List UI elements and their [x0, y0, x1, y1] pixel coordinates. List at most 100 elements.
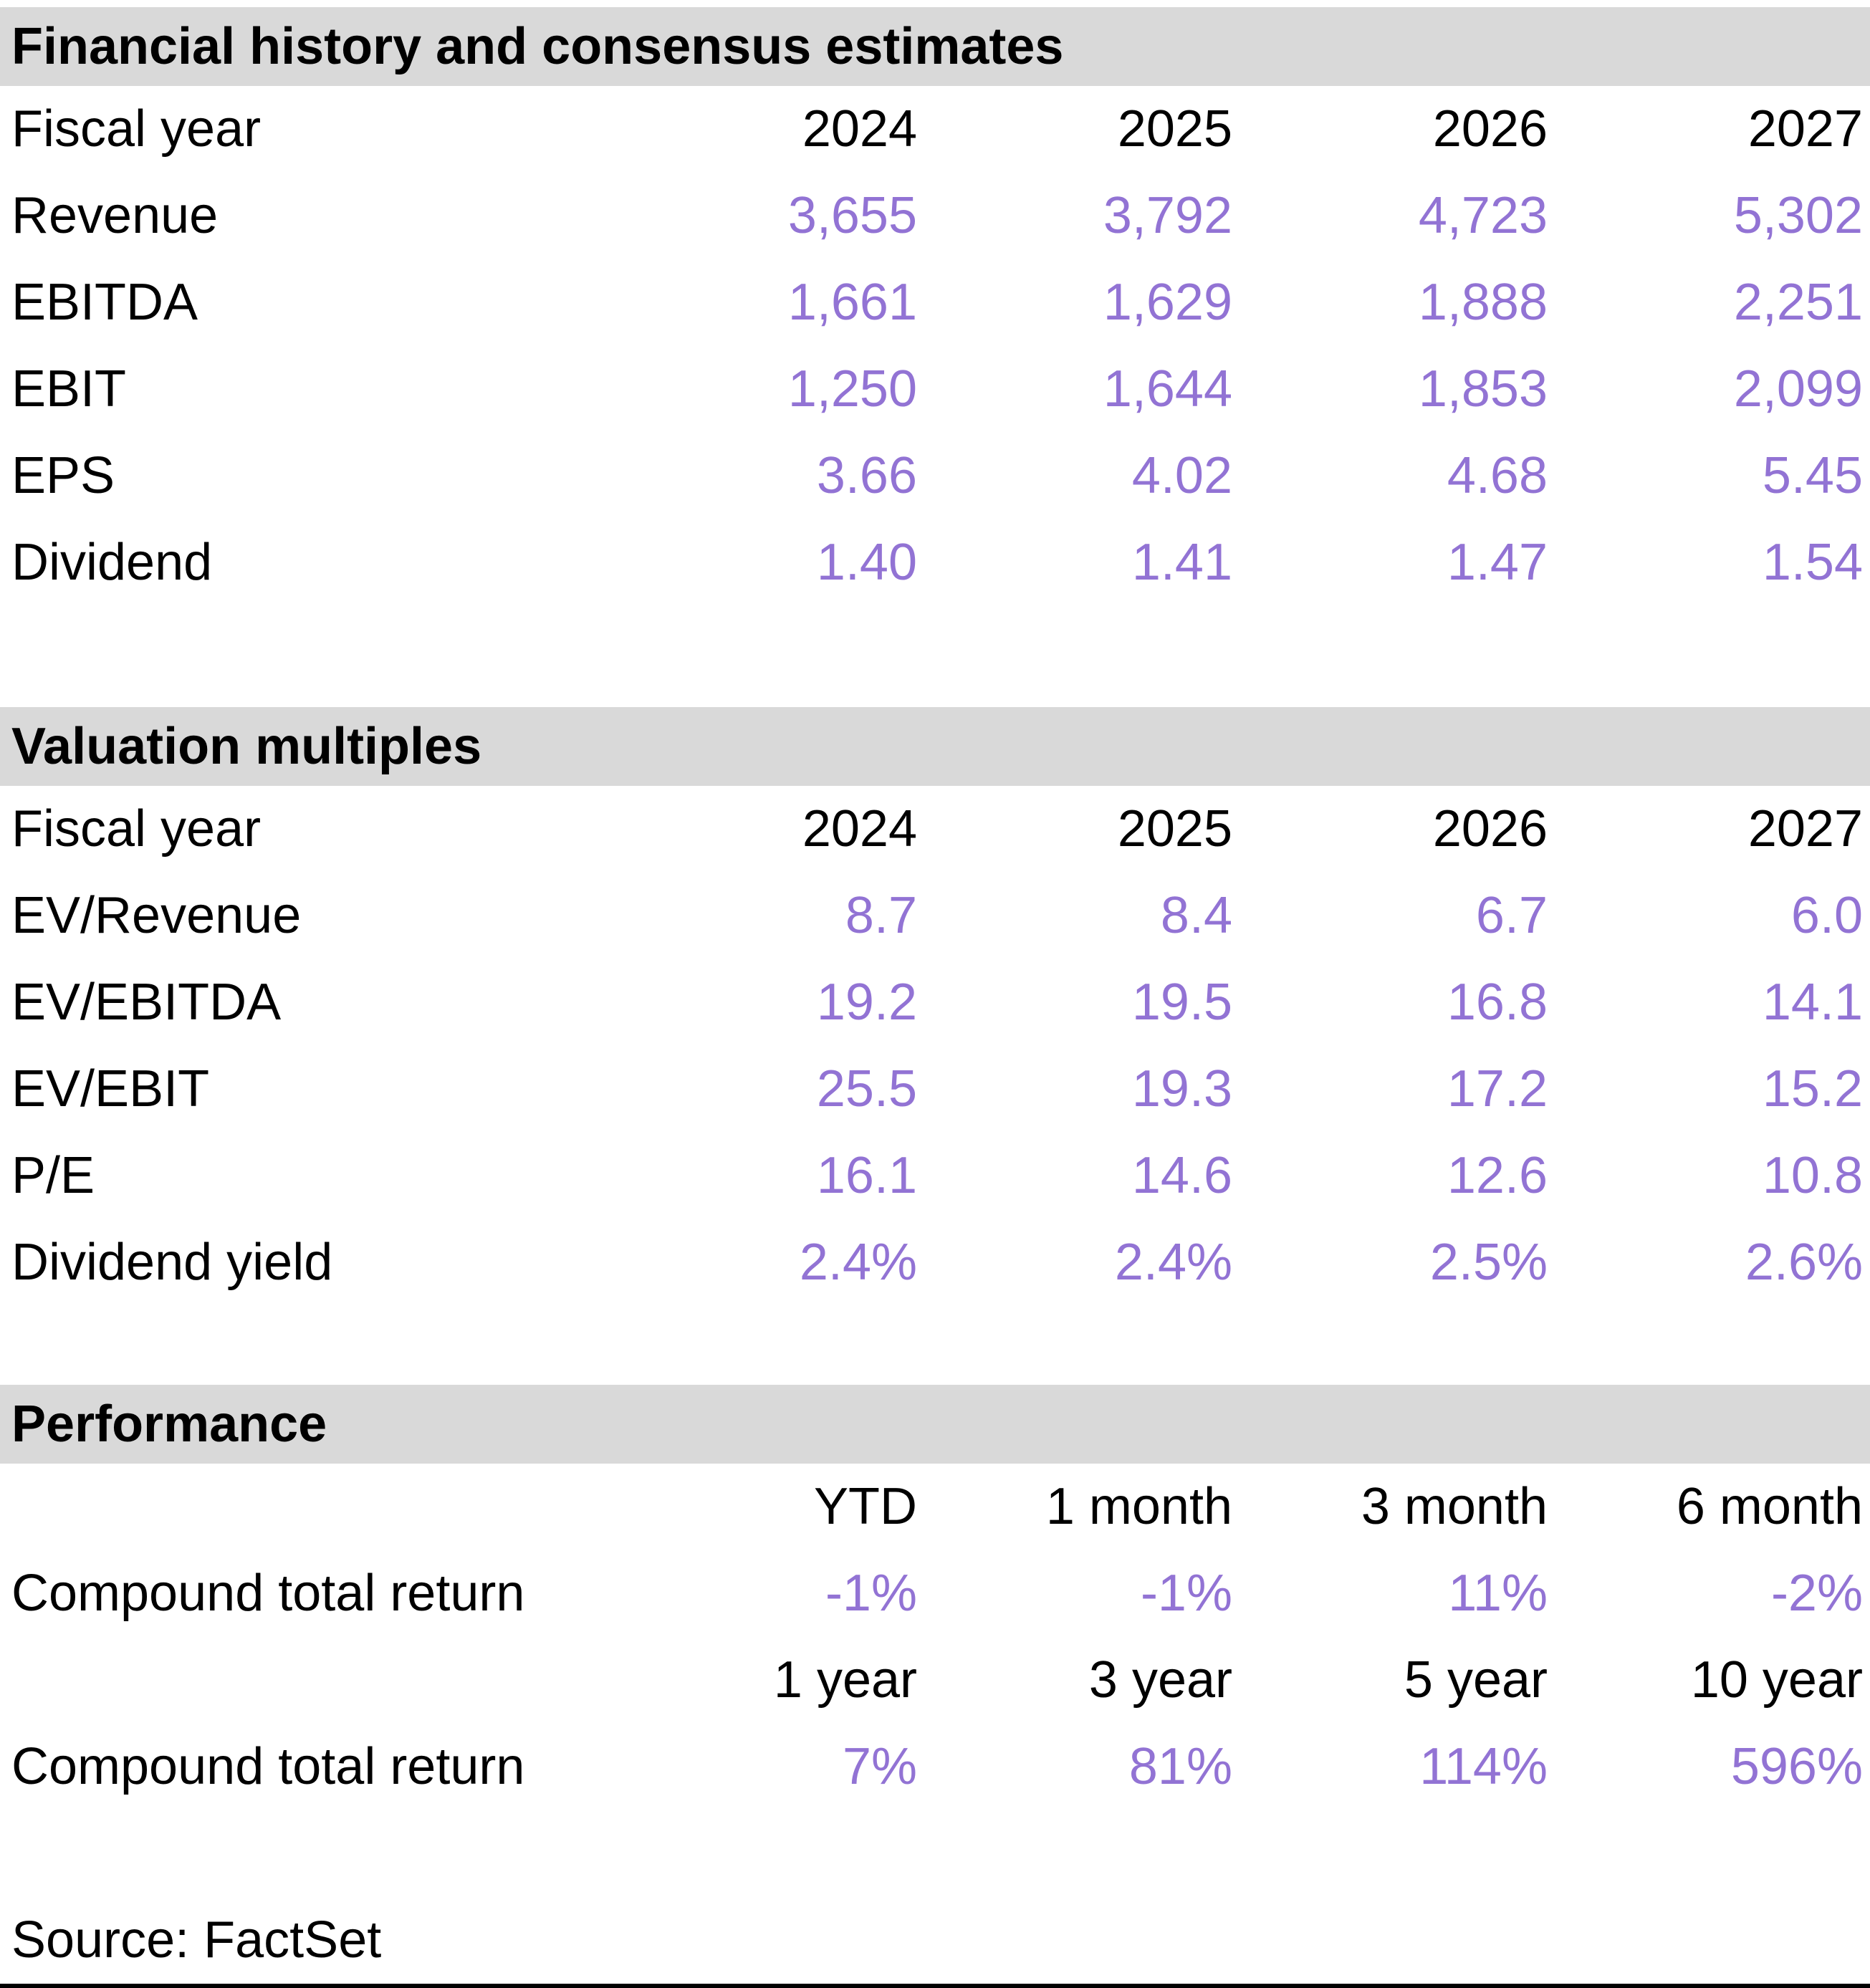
- period-header: 3 month: [1361, 1478, 1548, 1535]
- metric-label: Compound total return: [11, 1565, 525, 1622]
- period-header: 10 year: [1690, 1651, 1863, 1709]
- metric-value: 16.8: [1447, 974, 1548, 1031]
- table-row-ebit: EBIT 1,250 1,644 1,853 2,099: [0, 346, 1870, 433]
- section-header-valuation-multiples: Valuation multiples: [0, 707, 1870, 786]
- metric-value: 14.1: [1762, 974, 1863, 1031]
- table-row-eps: EPS 3.66 4.02 4.68 5.45: [0, 433, 1870, 519]
- year-column-header: 2024: [802, 100, 917, 158]
- metric-value: 6.7: [1475, 887, 1548, 944]
- section-title: Performance: [11, 1396, 327, 1453]
- metric-value: 81%: [1128, 1738, 1232, 1795]
- metric-value: 15.2: [1762, 1060, 1863, 1118]
- period-header-row-long-term: 1 year 3 year 5 year 10 year: [0, 1637, 1870, 1724]
- metric-value: 1.54: [1762, 534, 1863, 591]
- metric-value: 3,792: [1103, 187, 1232, 244]
- year-column-header: 2024: [802, 800, 917, 858]
- metric-value: 2,099: [1733, 360, 1863, 418]
- metric-value: 4.02: [1131, 447, 1232, 504]
- metric-label: Dividend yield: [11, 1234, 333, 1291]
- metric-label: EPS: [11, 447, 115, 504]
- period-header: 5 year: [1404, 1651, 1548, 1709]
- empty-cell: [11, 1637, 602, 1724]
- table-row-compound-total-return-long: Compound total return 7% 81% 114% 596%: [0, 1724, 1870, 1810]
- metric-value: 1,644: [1103, 360, 1232, 418]
- metric-value: 114%: [1419, 1738, 1548, 1795]
- metric-label: EV/EBIT: [11, 1060, 210, 1118]
- bottom-divider: [0, 1984, 1870, 1988]
- metric-label: P/E: [11, 1147, 95, 1204]
- metric-value: 2.6%: [1745, 1234, 1863, 1291]
- metric-value: 1,250: [787, 360, 917, 418]
- table-row-ebitda: EBITDA 1,661 1,629 1,888 2,251: [0, 259, 1870, 346]
- period-header: 1 month: [1045, 1478, 1232, 1535]
- metric-value: 4.68: [1447, 447, 1548, 504]
- section-header-performance: Performance: [0, 1385, 1870, 1464]
- period-header: YTD: [814, 1478, 917, 1535]
- metric-value: 19.2: [816, 974, 917, 1031]
- period-header: 3 year: [1088, 1651, 1232, 1709]
- metric-value: 10.8: [1762, 1147, 1863, 1204]
- year-column-header: 2026: [1432, 100, 1548, 158]
- metric-label: Compound total return: [11, 1738, 525, 1795]
- fiscal-year-label: Fiscal year: [11, 800, 262, 858]
- metric-value: 25.5: [816, 1060, 917, 1118]
- period-header: 1 year: [773, 1651, 917, 1709]
- fiscal-year-label: Fiscal year: [11, 100, 262, 158]
- year-column-header: 2027: [1747, 100, 1863, 158]
- table-row-compound-total-return-short: Compound total return -1% -1% 11% -2%: [0, 1550, 1870, 1637]
- metric-value: 2.5%: [1429, 1234, 1548, 1291]
- empty-cell: [11, 1464, 602, 1550]
- period-header: 6 month: [1676, 1478, 1863, 1535]
- metric-value: 3,655: [787, 187, 917, 244]
- year-column-header: 2026: [1432, 800, 1548, 858]
- metric-value: 19.5: [1131, 974, 1232, 1031]
- metric-label: Dividend: [11, 534, 213, 591]
- table-row-dividend-yield: Dividend yield 2.4% 2.4% 2.5% 2.6%: [0, 1219, 1870, 1306]
- table-row-pe: P/E 16.1 14.6 12.6 10.8: [0, 1133, 1870, 1219]
- year-column-header: 2025: [1117, 100, 1232, 158]
- table-row-ev-ebitda: EV/EBITDA 19.2 19.5 16.8 14.1: [0, 959, 1870, 1046]
- metric-value: 5.45: [1762, 447, 1863, 504]
- metric-value: -2%: [1770, 1565, 1863, 1622]
- metric-value: 5,302: [1733, 187, 1863, 244]
- metric-value: -1%: [1140, 1565, 1232, 1622]
- table-row-dividend: Dividend 1.40 1.41 1.47 1.54: [0, 519, 1870, 606]
- table-row-revenue: Revenue 3,655 3,792 4,723 5,302: [0, 173, 1870, 259]
- metric-value: 1,661: [787, 274, 917, 331]
- metric-value: 1,629: [1103, 274, 1232, 331]
- source-note: Source: FactSet: [11, 1911, 382, 1969]
- metric-value: 6.0: [1790, 887, 1863, 944]
- year-column-header: 2027: [1747, 800, 1863, 858]
- metric-label: Revenue: [11, 187, 219, 244]
- metric-value: 2.4%: [1114, 1234, 1232, 1291]
- metric-value: 1,853: [1418, 360, 1548, 418]
- metric-label: EBIT: [11, 360, 127, 418]
- fiscal-year-header-row: Fiscal year 2024 2025 2026 2027: [0, 86, 1870, 173]
- period-header-row-short-term: YTD 1 month 3 month 6 month: [0, 1464, 1870, 1550]
- table-row-ev-ebit: EV/EBIT 25.5 19.3 17.2 15.2: [0, 1046, 1870, 1133]
- metric-value: 4,723: [1418, 187, 1548, 244]
- metric-value: 7%: [842, 1738, 917, 1795]
- metric-label: EV/EBITDA: [11, 974, 282, 1031]
- section-header-financial-history: Financial history and consensus estimate…: [0, 7, 1870, 86]
- metric-value: 2,251: [1733, 274, 1863, 331]
- metric-value: 14.6: [1131, 1147, 1232, 1204]
- metric-value: 1.47: [1447, 534, 1548, 591]
- metric-value: 2.4%: [799, 1234, 917, 1291]
- metric-value: 11%: [1448, 1565, 1548, 1622]
- metric-value: 19.3: [1131, 1060, 1232, 1118]
- metric-label: EV/Revenue: [11, 887, 302, 944]
- metric-value: 1.40: [816, 534, 917, 591]
- metric-value: 1.41: [1131, 534, 1232, 591]
- metric-value: 12.6: [1447, 1147, 1548, 1204]
- fiscal-year-header-row: Fiscal year 2024 2025 2026 2027: [0, 786, 1870, 873]
- metric-value: 8.4: [1160, 887, 1232, 944]
- section-title: Valuation multiples: [11, 718, 482, 775]
- year-column-header: 2025: [1117, 800, 1232, 858]
- metric-value: 17.2: [1447, 1060, 1548, 1118]
- metric-value: 596%: [1730, 1738, 1863, 1795]
- table-row-ev-revenue: EV/Revenue 8.7 8.4 6.7 6.0: [0, 873, 1870, 959]
- section-title: Financial history and consensus estimate…: [11, 18, 1064, 75]
- metric-value: 8.7: [845, 887, 917, 944]
